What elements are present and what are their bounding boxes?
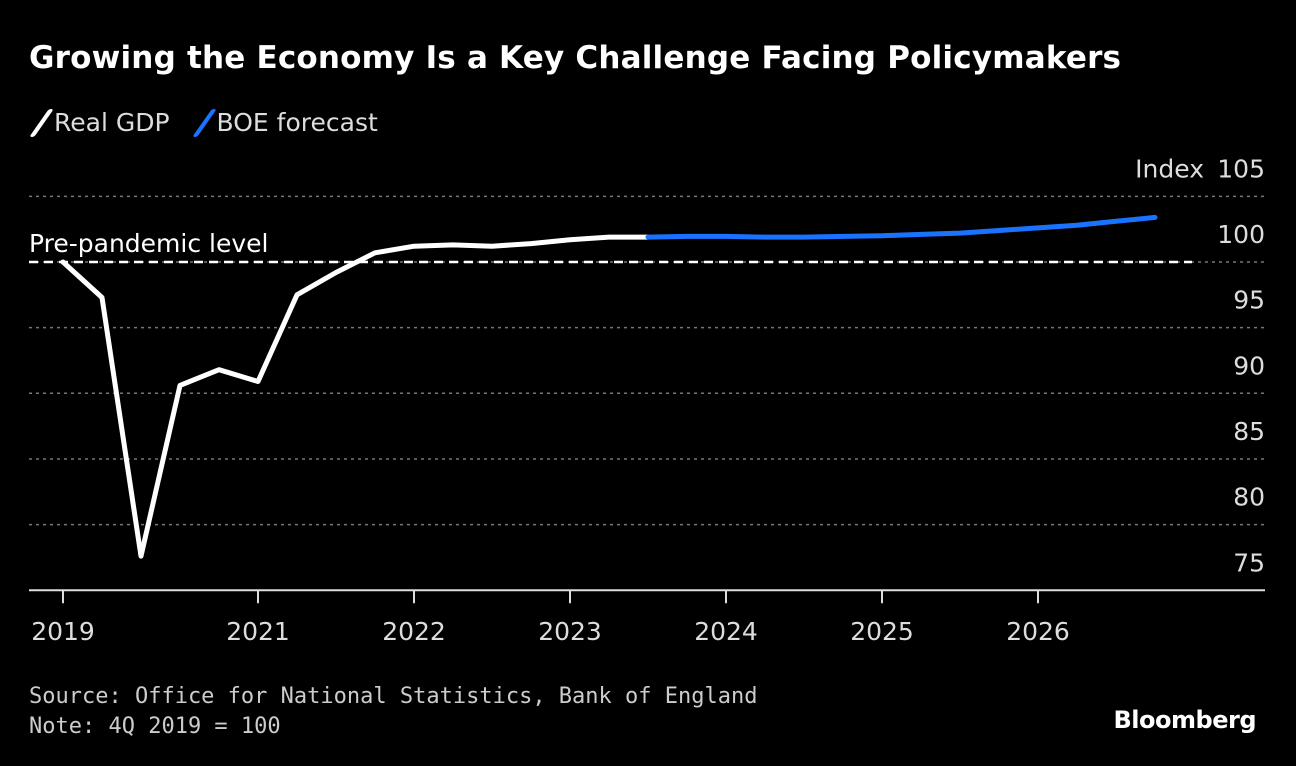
x-tick-label: 2019	[31, 617, 95, 646]
y-tick-label: 90	[1233, 351, 1265, 380]
y-axis-label: Index	[1135, 154, 1204, 183]
y-tick-label: 105	[1217, 154, 1265, 183]
x-tick-label: 2026	[1006, 617, 1070, 646]
footer: Source: Office for National Statistics, …	[29, 682, 757, 742]
bloomberg-logo: Bloomberg	[1113, 706, 1257, 734]
x-tick-label: 2023	[538, 617, 602, 646]
chart-title: Growing the Economy Is a Key Challenge F…	[29, 40, 1122, 76]
legend-label: BOE forecast	[216, 108, 378, 137]
y-tick-label: 100	[1217, 220, 1265, 249]
source-note: Source: Office for National Statistics, …	[29, 684, 758, 709]
series-line-boe-forecast	[645, 214, 1158, 240]
legend-label: Real GDP	[54, 108, 170, 137]
reference-line-label: Pre-pandemic level	[29, 229, 269, 258]
x-tick-label: 2024	[694, 617, 758, 646]
legend-item-boe-forecast: BOE forecast	[191, 108, 378, 137]
y-tick-label: 80	[1233, 483, 1265, 512]
x-tick-label: 2021	[226, 617, 290, 646]
note: Note: 4Q 2019 = 100	[29, 714, 281, 739]
series-line-real-gdp	[60, 234, 651, 559]
x-tick-label: 2022	[382, 617, 446, 646]
y-tick-label: 75	[1233, 548, 1265, 577]
legend-item-real-gdp: Real GDP	[29, 108, 170, 137]
y-tick-label: 85	[1233, 417, 1265, 446]
legend: Real GDP BOE forecast	[29, 108, 378, 137]
y-tick-label: 95	[1233, 286, 1265, 315]
x-tick-label: 2025	[850, 617, 914, 646]
